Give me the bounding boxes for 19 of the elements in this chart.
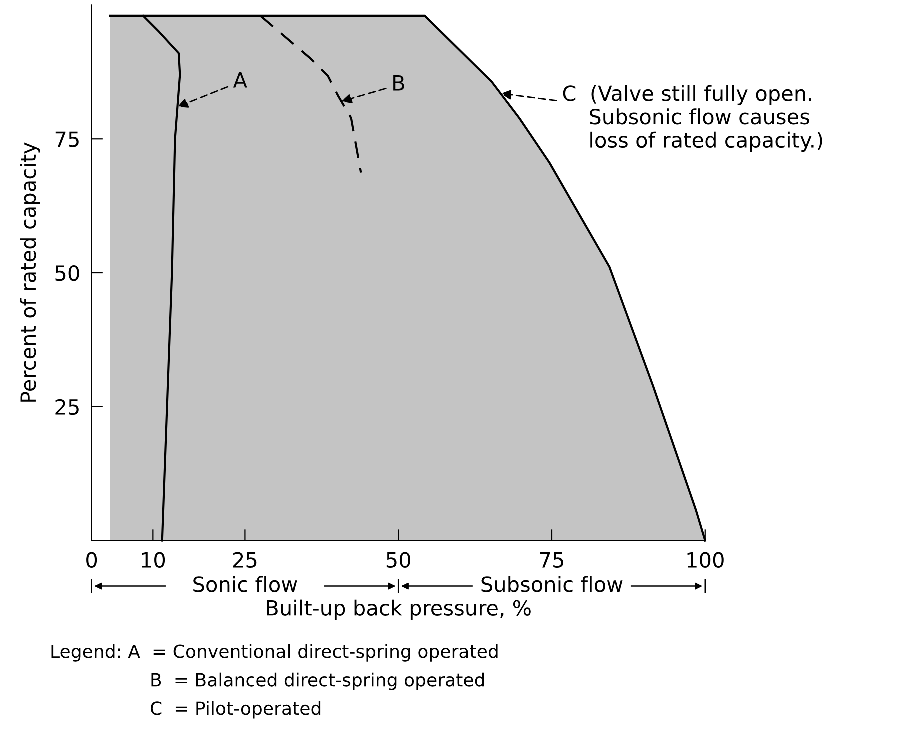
y-tick-label: 25 — [56, 399, 79, 416]
y-tick-label: 75 — [56, 132, 79, 148]
x-tick-label: 0 — [86, 552, 98, 568]
y-tick-label: 50 — [56, 265, 80, 282]
x-tick-label: 75 — [540, 552, 564, 568]
annotation: B — [394, 76, 404, 91]
annotation: C (Valve still fully open. Subsonic flow causes loss of rated capacity.) — [563, 85, 822, 152]
text: Sonic flow — [194, 576, 298, 592]
x-tick-label: 100 — [688, 552, 724, 568]
x-tick-label: 50 — [386, 552, 410, 568]
text: B = Balanced direct-spring operated — [152, 672, 484, 690]
text: Legend: A = Conventional direct-spring operated — [52, 644, 498, 662]
annotation: A — [233, 72, 248, 88]
x-tick-label: 10 — [142, 552, 166, 568]
text: Subsonic flow — [482, 576, 623, 592]
x-tick-label: 25 — [233, 552, 257, 568]
x-axis-title: Built-up back pressure, % — [267, 600, 531, 620]
text: C = Pilot-operated — [151, 701, 321, 719]
y-axis-title: Percent of rated capacity — [20, 142, 40, 402]
